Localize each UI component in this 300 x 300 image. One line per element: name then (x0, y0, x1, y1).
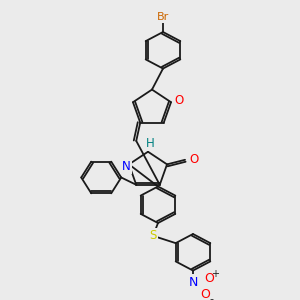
Text: S: S (149, 229, 157, 242)
Text: Br: Br (157, 12, 169, 22)
Text: O: O (204, 272, 214, 285)
Text: N: N (188, 276, 198, 289)
Text: O: O (189, 153, 199, 166)
Text: -: - (209, 294, 213, 300)
Text: H: H (146, 137, 154, 150)
Text: O: O (200, 288, 210, 300)
Text: O: O (174, 94, 184, 107)
Text: +: + (211, 269, 219, 279)
Text: N: N (122, 160, 130, 173)
